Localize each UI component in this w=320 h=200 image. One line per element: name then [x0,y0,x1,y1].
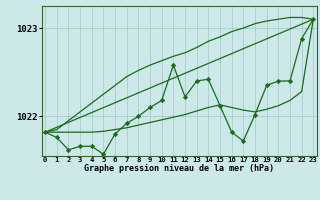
X-axis label: Graphe pression niveau de la mer (hPa): Graphe pression niveau de la mer (hPa) [84,164,274,173]
